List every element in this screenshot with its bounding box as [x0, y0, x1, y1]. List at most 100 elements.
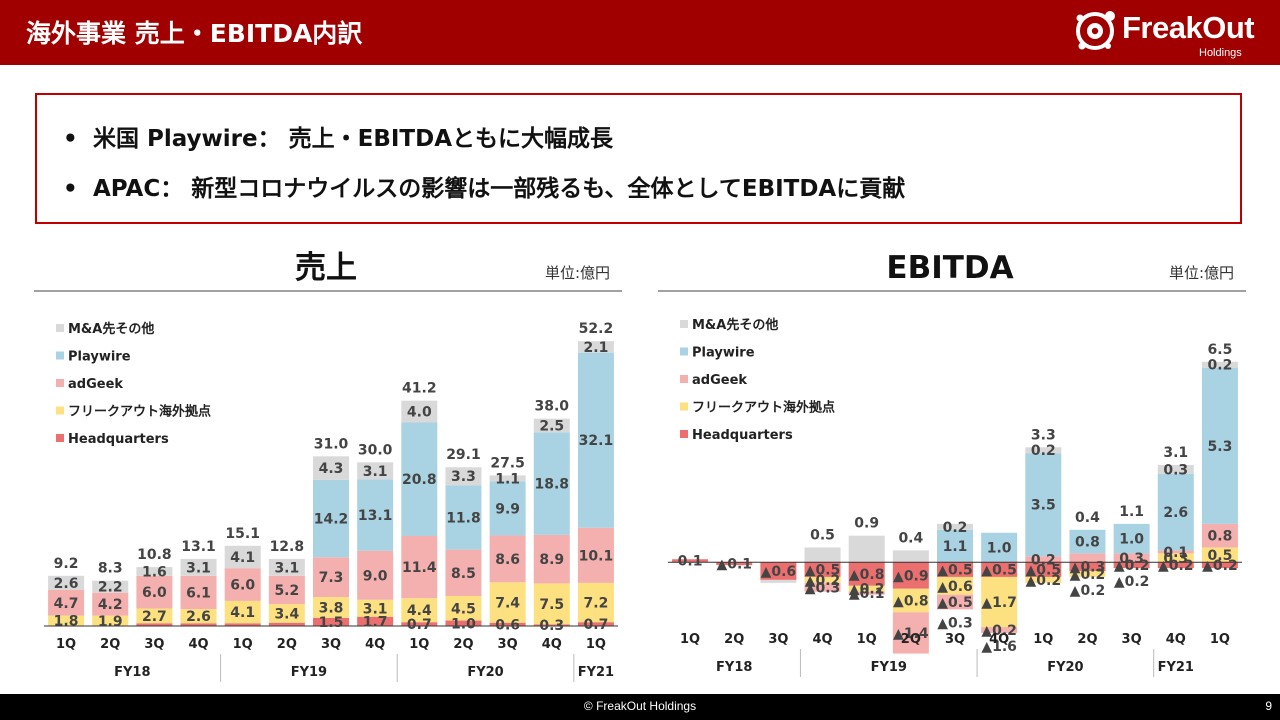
category-label: 2Q: [453, 637, 473, 652]
data-label: 1.9: [98, 614, 123, 630]
data-label: 11.4: [402, 560, 437, 576]
total-label: 10.8: [137, 547, 172, 563]
total-label: 38.0: [534, 399, 569, 415]
total-label: 0.9: [854, 516, 879, 532]
bar-segment: [1025, 453, 1062, 557]
bar-segment: [268, 604, 305, 623]
legend-swatch: [56, 434, 64, 442]
bar-segment: [892, 550, 929, 563]
bar-segment: [1113, 562, 1150, 569]
fiscal-year-label: FY20: [1047, 660, 1083, 675]
category-label: 2Q: [277, 637, 297, 652]
legend-swatch: [56, 324, 64, 332]
data-label: 0.7: [584, 617, 609, 633]
data-label: 0.8: [1208, 529, 1233, 545]
data-label: ▲0.2: [849, 582, 885, 598]
data-label: 1.0: [1119, 532, 1144, 548]
fiscal-year-label: FY21: [578, 665, 614, 680]
bar-segment: [937, 576, 973, 595]
bar-segment: [892, 612, 929, 654]
bar-segment: [92, 580, 129, 593]
data-label: ▲1.4: [893, 626, 929, 642]
data-label: ▲0.5: [937, 563, 973, 579]
chart-title: EBITDA: [886, 250, 1013, 286]
legend-swatch: [680, 375, 688, 383]
category-label: 1Q: [1033, 632, 1053, 647]
data-label: 2.2: [98, 580, 123, 596]
data-label: 0.3: [1163, 551, 1188, 567]
category-label: 3Q: [945, 632, 965, 647]
category-label: 1Q: [586, 637, 606, 652]
bar-segment: [313, 456, 349, 480]
data-label: 7.2: [584, 596, 609, 612]
bar-segment: [1201, 547, 1238, 563]
category-label: 1Q: [680, 632, 700, 647]
data-label: ▲0.2: [1026, 573, 1062, 589]
data-label: 2.5: [539, 418, 564, 434]
bar-segment: [1201, 367, 1238, 524]
bar-segment: [937, 594, 973, 610]
data-label: 6.0: [230, 578, 255, 594]
logo-subtitle: Holdings: [1199, 47, 1242, 59]
bar-segment: [1025, 447, 1062, 454]
data-label: 3.1: [363, 601, 388, 617]
page-number: 9: [1265, 699, 1272, 713]
data-label: 10.1: [579, 548, 614, 564]
bar-segment: [937, 523, 973, 530]
bullet-dot: •: [63, 126, 78, 152]
data-label: 32.1: [579, 433, 614, 449]
category-label: 2Q: [1077, 632, 1097, 647]
data-label: 2.6: [54, 576, 79, 592]
data-label: 0.1: [678, 554, 703, 570]
bar-segment: [577, 341, 614, 353]
bar-segment: [1201, 562, 1238, 569]
total-label: 15.1: [225, 526, 260, 542]
data-label: 1.7: [363, 614, 388, 630]
data-label: ▲0.6: [761, 564, 797, 580]
data-label: 4.1: [230, 605, 255, 621]
total-label: 6.5: [1208, 342, 1233, 358]
data-label: ▲0.5: [805, 563, 841, 579]
legend-label: adGeek: [692, 373, 747, 388]
bar-segment: [136, 575, 173, 609]
bar-segment: [981, 562, 1018, 577]
data-label: 7.3: [319, 570, 344, 586]
category-label: 3Q: [321, 637, 341, 652]
bar-segment: [401, 598, 438, 623]
data-label: 4.0: [407, 405, 432, 421]
bar-segment: [224, 568, 261, 601]
total-label: 29.1: [446, 447, 481, 463]
category-label: 2Q: [901, 632, 921, 647]
bar-segment: [445, 485, 482, 550]
bullet-text: 米国 Playwire： 売上・EBITDAともに大幅成長: [93, 126, 614, 152]
data-label: 6.1: [186, 585, 211, 601]
page-title: 海外事業 売上・EBITDA内訳: [26, 19, 363, 48]
data-label: 3.1: [186, 560, 211, 576]
bar-segment: [533, 534, 570, 584]
bar-segment: [268, 558, 305, 576]
total-label: 31.0: [314, 436, 349, 452]
bar-segment: [224, 623, 261, 626]
total-label: 0.4: [898, 530, 923, 546]
bar-segment: [401, 400, 438, 423]
footer-copyright: © FreakOut Holdings: [583, 699, 697, 713]
category-label: 2Q: [100, 637, 120, 652]
total-label: 52.2: [579, 321, 614, 337]
legend-label: Playwire: [68, 350, 131, 365]
bar-segment: [445, 467, 482, 486]
bar-segment: [136, 567, 173, 576]
category-label: 3Q: [498, 637, 518, 652]
data-label: 8.5: [451, 566, 476, 582]
bar-segment: [224, 545, 261, 569]
bar-segment: [760, 562, 797, 580]
footer-bar: © FreakOut Holdings 9: [0, 694, 1280, 720]
bar-segment: [268, 575, 305, 605]
data-label: ▲0.2: [1114, 558, 1150, 574]
category-label: 1Q: [857, 632, 877, 647]
bar-segment: [357, 462, 394, 480]
total-label: 9.2: [54, 556, 79, 572]
data-label: ▲0.2: [1202, 558, 1238, 574]
category-label: 4Q: [1166, 632, 1186, 647]
ebitda-chart: EBITDA 単位:億円 M&A先その他 Playwire adGeek フリークアウト海…: [658, 250, 1246, 677]
category-label: 4Q: [188, 637, 208, 652]
